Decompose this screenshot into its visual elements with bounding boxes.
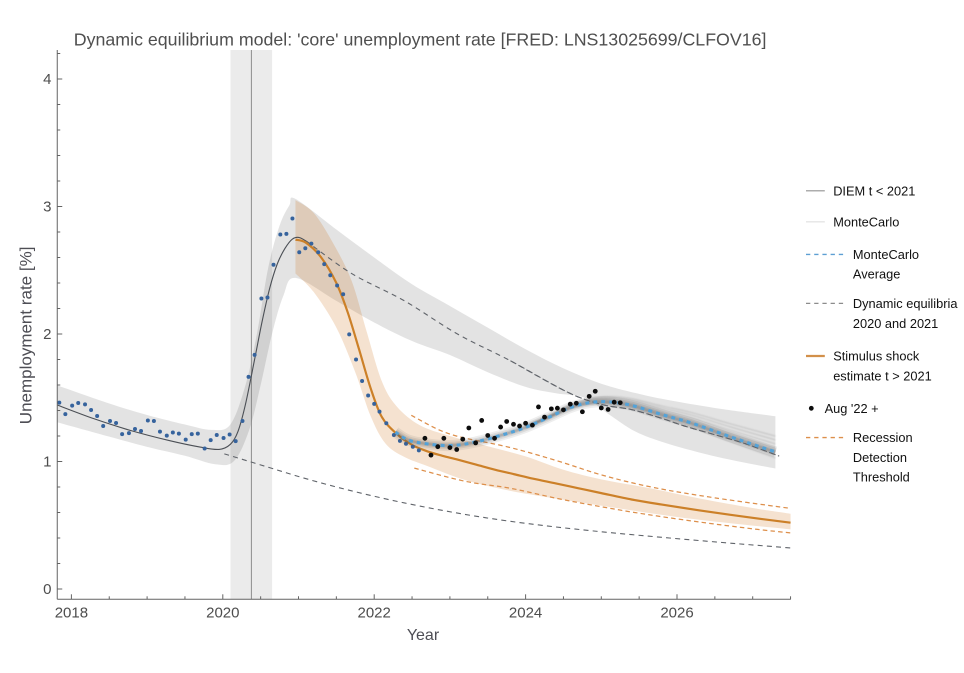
svg-text:MonteCarlo: MonteCarlo (853, 247, 919, 262)
svg-text:Detection: Detection (853, 450, 907, 465)
svg-text:2020: 2020 (206, 604, 239, 621)
svg-text:Aug '22 +: Aug '22 + (825, 401, 879, 416)
svg-text:4: 4 (43, 71, 51, 88)
svg-text:DIEM t < 2021: DIEM t < 2021 (833, 183, 915, 198)
svg-text:Stimulus shock: Stimulus shock (833, 349, 920, 364)
svg-text:2022: 2022 (358, 604, 391, 621)
svg-text:0: 0 (43, 581, 51, 598)
svg-text:Year: Year (407, 627, 440, 644)
svg-text:MonteCarlo: MonteCarlo (833, 214, 899, 229)
svg-text:3: 3 (43, 199, 51, 216)
svg-text:2018: 2018 (55, 604, 88, 621)
svg-text:Dynamic equilibria: Dynamic equilibria (853, 296, 958, 311)
svg-text:2024: 2024 (509, 604, 542, 621)
svg-text:2020 and 2021: 2020 and 2021 (853, 316, 938, 331)
svg-text:2026: 2026 (660, 604, 693, 621)
svg-text:Average: Average (853, 266, 900, 281)
svg-text:estimate t > 2021: estimate t > 2021 (833, 368, 932, 383)
svg-text:Unemployment rate [%]: Unemployment rate [%] (17, 247, 36, 425)
svg-text:Dynamic equilibrium model: 'co: Dynamic equilibrium model: 'core' unempl… (74, 30, 767, 50)
svg-text:2: 2 (43, 326, 51, 343)
svg-text:1: 1 (43, 454, 51, 471)
svg-text:Threshold: Threshold (853, 470, 910, 485)
svg-text:Recession: Recession (853, 430, 913, 445)
